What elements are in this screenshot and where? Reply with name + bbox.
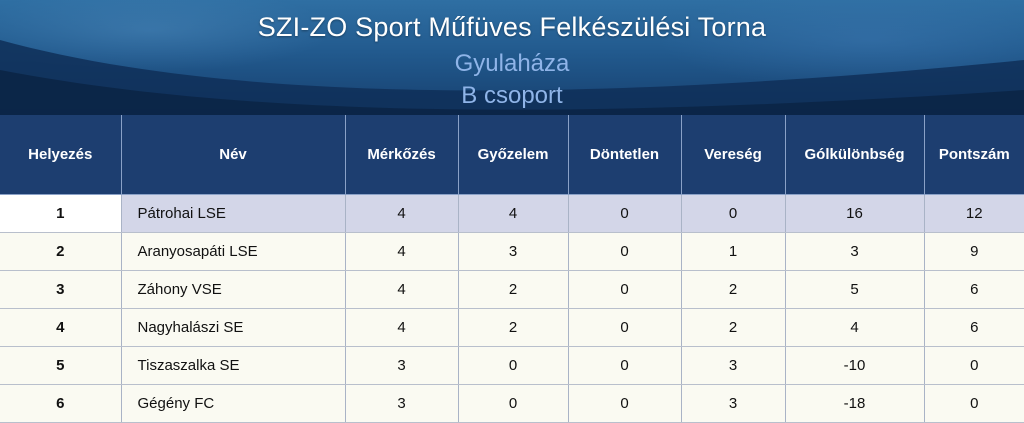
losses-cell: 0 <box>681 194 786 233</box>
header-banner: SZI-ZO Sport Műfüves Felkészülési Torna … <box>0 0 1024 115</box>
points-cell: 6 <box>924 270 1024 309</box>
wins-cell: 2 <box>458 308 569 347</box>
team-name-cell: Gégény FC <box>121 384 346 423</box>
goal-difference-cell: -18 <box>785 384 925 423</box>
column-header-losses: Vereség <box>681 115 786 195</box>
losses-cell: 2 <box>681 308 786 347</box>
position-cell: 1 <box>0 194 122 233</box>
wins-cell: 2 <box>458 270 569 309</box>
team-name-cell: Pátrohai LSE <box>121 194 346 233</box>
position-cell: 5 <box>0 346 122 385</box>
losses-cell: 3 <box>681 346 786 385</box>
column-header-wins: Győzelem <box>458 115 569 195</box>
matches-cell: 3 <box>345 346 459 385</box>
goal-difference-cell: 3 <box>785 232 925 271</box>
matches-cell: 4 <box>345 232 459 271</box>
group-subtitle: B csoport <box>461 82 563 109</box>
position-cell: 4 <box>0 308 122 347</box>
position-cell: 6 <box>0 384 122 423</box>
points-cell: 0 <box>924 346 1024 385</box>
points-cell: 12 <box>924 194 1024 233</box>
column-header-draws: Döntetlen <box>568 115 682 195</box>
column-header-matches: Mérkőzés <box>345 115 459 195</box>
column-header-goal-difference: Gólkülönbség <box>785 115 925 195</box>
team-name-cell: Aranyosapáti LSE <box>121 232 346 271</box>
table-header-row: Helyezés Név Mérkőzés Győzelem Döntetlen… <box>0 115 1024 195</box>
draws-cell: 0 <box>568 346 682 385</box>
table-row: 6 Gégény FC 3 0 0 3 -18 0 <box>0 384 1024 423</box>
matches-cell: 3 <box>345 384 459 423</box>
losses-cell: 1 <box>681 232 786 271</box>
column-header-points: Pontszám <box>924 115 1024 195</box>
standings-table: Helyezés Név Mérkőzés Győzelem Döntetlen… <box>0 115 1024 423</box>
page-title: SZI-ZO Sport Műfüves Felkészülési Torna <box>257 12 767 42</box>
goal-difference-cell: 16 <box>785 194 925 233</box>
matches-cell: 4 <box>345 194 459 233</box>
position-cell: 3 <box>0 270 122 309</box>
team-name-cell: Tiszaszalka SE <box>121 346 346 385</box>
draws-cell: 0 <box>568 194 682 233</box>
table-row: 5 Tiszaszalka SE 3 0 0 3 -10 0 <box>0 346 1024 385</box>
goal-difference-cell: -10 <box>785 346 925 385</box>
table-row: 3 Záhony VSE 4 2 0 2 5 6 <box>0 270 1024 309</box>
table-row: 2 Aranyosapáti LSE 4 3 0 1 3 9 <box>0 232 1024 271</box>
wins-cell: 3 <box>458 232 569 271</box>
goal-difference-cell: 5 <box>785 270 925 309</box>
location-subtitle: Gyulaháza <box>454 50 570 77</box>
team-name-cell: Nagyhalászi SE <box>121 308 346 347</box>
draws-cell: 0 <box>568 384 682 423</box>
points-cell: 9 <box>924 232 1024 271</box>
team-name-cell: Záhony VSE <box>121 270 346 309</box>
draws-cell: 0 <box>568 232 682 271</box>
points-cell: 0 <box>924 384 1024 423</box>
table-row: 4 Nagyhalászi SE 4 2 0 2 4 6 <box>0 308 1024 347</box>
losses-cell: 2 <box>681 270 786 309</box>
wins-cell: 0 <box>458 384 569 423</box>
draws-cell: 0 <box>568 270 682 309</box>
position-cell: 2 <box>0 232 122 271</box>
banner-wave-decoration <box>0 40 1024 115</box>
table-row: 1 Pátrohai LSE 4 4 0 0 16 12 <box>0 194 1024 233</box>
losses-cell: 3 <box>681 384 786 423</box>
wins-cell: 0 <box>458 346 569 385</box>
goal-difference-cell: 4 <box>785 308 925 347</box>
matches-cell: 4 <box>345 270 459 309</box>
wins-cell: 4 <box>458 194 569 233</box>
column-header-position: Helyezés <box>0 115 122 195</box>
matches-cell: 4 <box>345 308 459 347</box>
points-cell: 6 <box>924 308 1024 347</box>
column-header-name: Név <box>121 115 346 195</box>
draws-cell: 0 <box>568 308 682 347</box>
